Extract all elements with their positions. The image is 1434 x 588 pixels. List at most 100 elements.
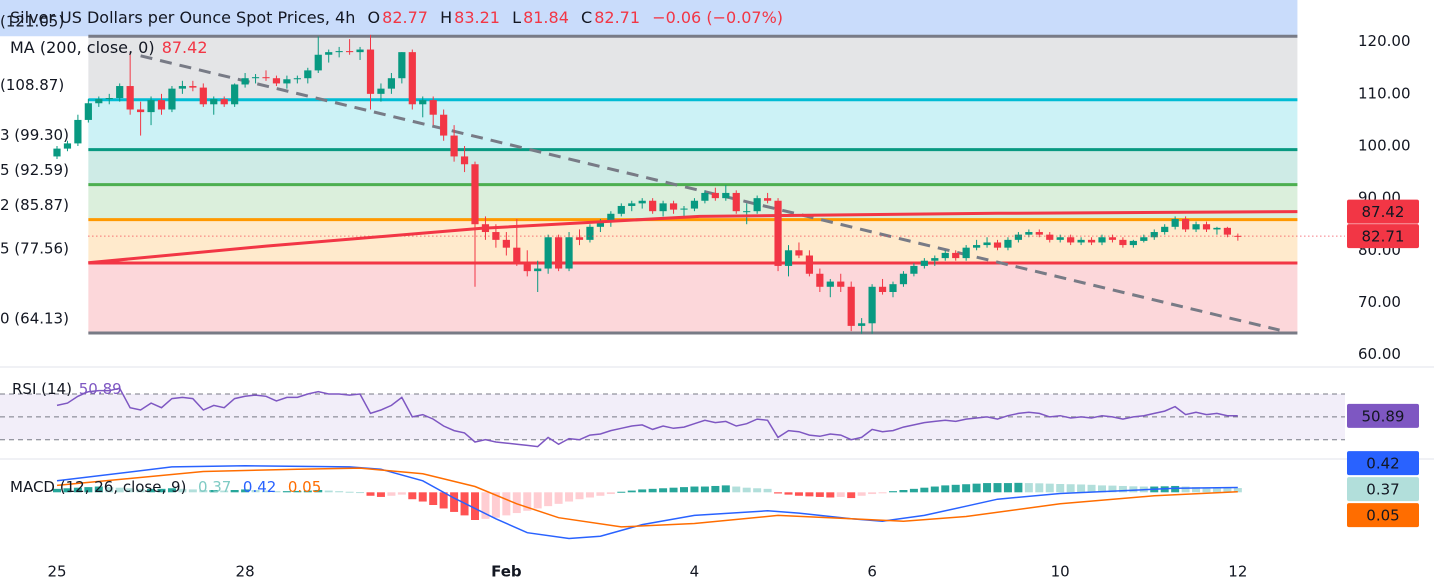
histogram-bar	[826, 492, 835, 498]
histogram-bar	[993, 483, 1002, 493]
histogram-bar	[1066, 484, 1075, 493]
candle-body	[659, 203, 667, 212]
histogram-bar	[241, 489, 250, 493]
histogram-bar	[157, 488, 166, 493]
candle-body	[1213, 227, 1221, 230]
macd-name: MACD (12, 26, close, 9)	[10, 478, 187, 496]
ohlc-value: 82.71	[594, 8, 641, 27]
histogram-bar	[345, 491, 354, 493]
candle-body	[983, 242, 991, 246]
price-badge-label: 0.05	[1366, 507, 1399, 525]
candle-body	[1077, 239, 1085, 243]
histogram-bar	[680, 487, 688, 493]
x-tick-label: 6	[867, 563, 877, 581]
candle-body	[251, 77, 260, 79]
price-badge-label: 82.71	[1362, 228, 1405, 246]
candle-body	[1035, 232, 1043, 235]
fib-zone	[88, 36, 1298, 100]
x-tick-label: 10	[1051, 563, 1070, 581]
histogram-bar	[147, 488, 156, 493]
y-tick-label: 60.00	[1358, 345, 1401, 363]
price-badge-label: 0.42	[1366, 455, 1399, 473]
candle-body	[1087, 239, 1096, 243]
candle-body	[628, 203, 636, 206]
histogram-bar	[272, 491, 281, 493]
candle-body	[638, 200, 646, 204]
fib-zone	[88, 219, 1298, 264]
histogram-bar	[721, 485, 730, 493]
candle-body	[147, 100, 155, 113]
ohlc-label: L	[512, 8, 522, 27]
histogram-bar	[606, 492, 615, 495]
candle-body	[711, 192, 719, 199]
signal-value: 0.05	[287, 478, 322, 496]
histogram-bar	[1171, 485, 1180, 493]
histogram-bar	[690, 486, 699, 493]
histogram-bar	[575, 492, 584, 500]
candle-body	[210, 99, 218, 105]
price-badge	[1347, 199, 1419, 224]
histogram-bar	[847, 492, 856, 499]
candle-body	[544, 237, 552, 269]
histogram-bar	[941, 485, 950, 493]
ma-value: 87.42	[161, 38, 208, 57]
histogram-bar	[94, 486, 103, 493]
candle-body	[1056, 237, 1064, 240]
candle-body	[555, 237, 563, 269]
candle-body	[1014, 234, 1022, 240]
histogram-bar	[1108, 485, 1117, 493]
histogram-bar	[136, 488, 145, 493]
candle-body	[304, 70, 312, 79]
histogram-bar	[450, 492, 459, 512]
fib-label: 5 (92.59)	[0, 161, 69, 179]
histogram-bar	[293, 490, 302, 493]
x-tick-label: Feb	[491, 563, 522, 581]
candle-body	[669, 203, 678, 210]
candle-body	[805, 255, 813, 274]
histogram-bar	[1077, 484, 1086, 493]
histogram-bar	[502, 492, 511, 516]
histogram-bar	[439, 492, 448, 509]
candle-body	[732, 192, 740, 212]
candle-body	[1119, 239, 1127, 246]
macd-value: 0.42	[242, 478, 277, 496]
histogram-bar	[1223, 487, 1232, 493]
histogram-bar	[397, 492, 406, 495]
histogram-bar	[889, 491, 897, 493]
histogram-bar	[1035, 483, 1044, 493]
histogram-bar	[930, 486, 939, 493]
histogram-bar	[1024, 483, 1033, 493]
histogram-bar	[481, 492, 490, 519]
fib-above	[0, 0, 1298, 37]
candle-body	[105, 98, 113, 100]
candle-body	[649, 200, 657, 212]
candle-body	[1182, 219, 1190, 230]
histogram-bar	[638, 489, 647, 493]
candle-body	[366, 49, 375, 94]
fib-label: 2 (85.87)	[0, 196, 69, 214]
histogram-bar	[585, 492, 594, 498]
fib-label: 3 (99.30)	[0, 126, 69, 144]
histogram-bar	[962, 484, 971, 493]
candle-body	[523, 263, 531, 272]
candle-body	[586, 226, 594, 240]
candle-body	[346, 51, 354, 53]
histogram-bar	[1202, 487, 1211, 493]
histogram-bar	[659, 488, 668, 493]
price-badge-label: 0.37	[1366, 481, 1399, 499]
histogram-bar	[753, 488, 762, 493]
histogram-bar	[742, 487, 751, 493]
candle-body	[325, 52, 333, 55]
histogram-bar	[544, 492, 553, 507]
candle-body	[973, 245, 981, 248]
histogram-bar	[63, 488, 72, 493]
histogram-bar	[878, 492, 887, 494]
candle-body	[565, 237, 573, 269]
price-badge	[1347, 403, 1419, 428]
candle-body	[460, 156, 469, 165]
histogram-bar	[1212, 487, 1221, 493]
histogram-bar	[669, 487, 678, 493]
histogram-bar	[627, 490, 636, 493]
candle-body	[607, 213, 615, 222]
